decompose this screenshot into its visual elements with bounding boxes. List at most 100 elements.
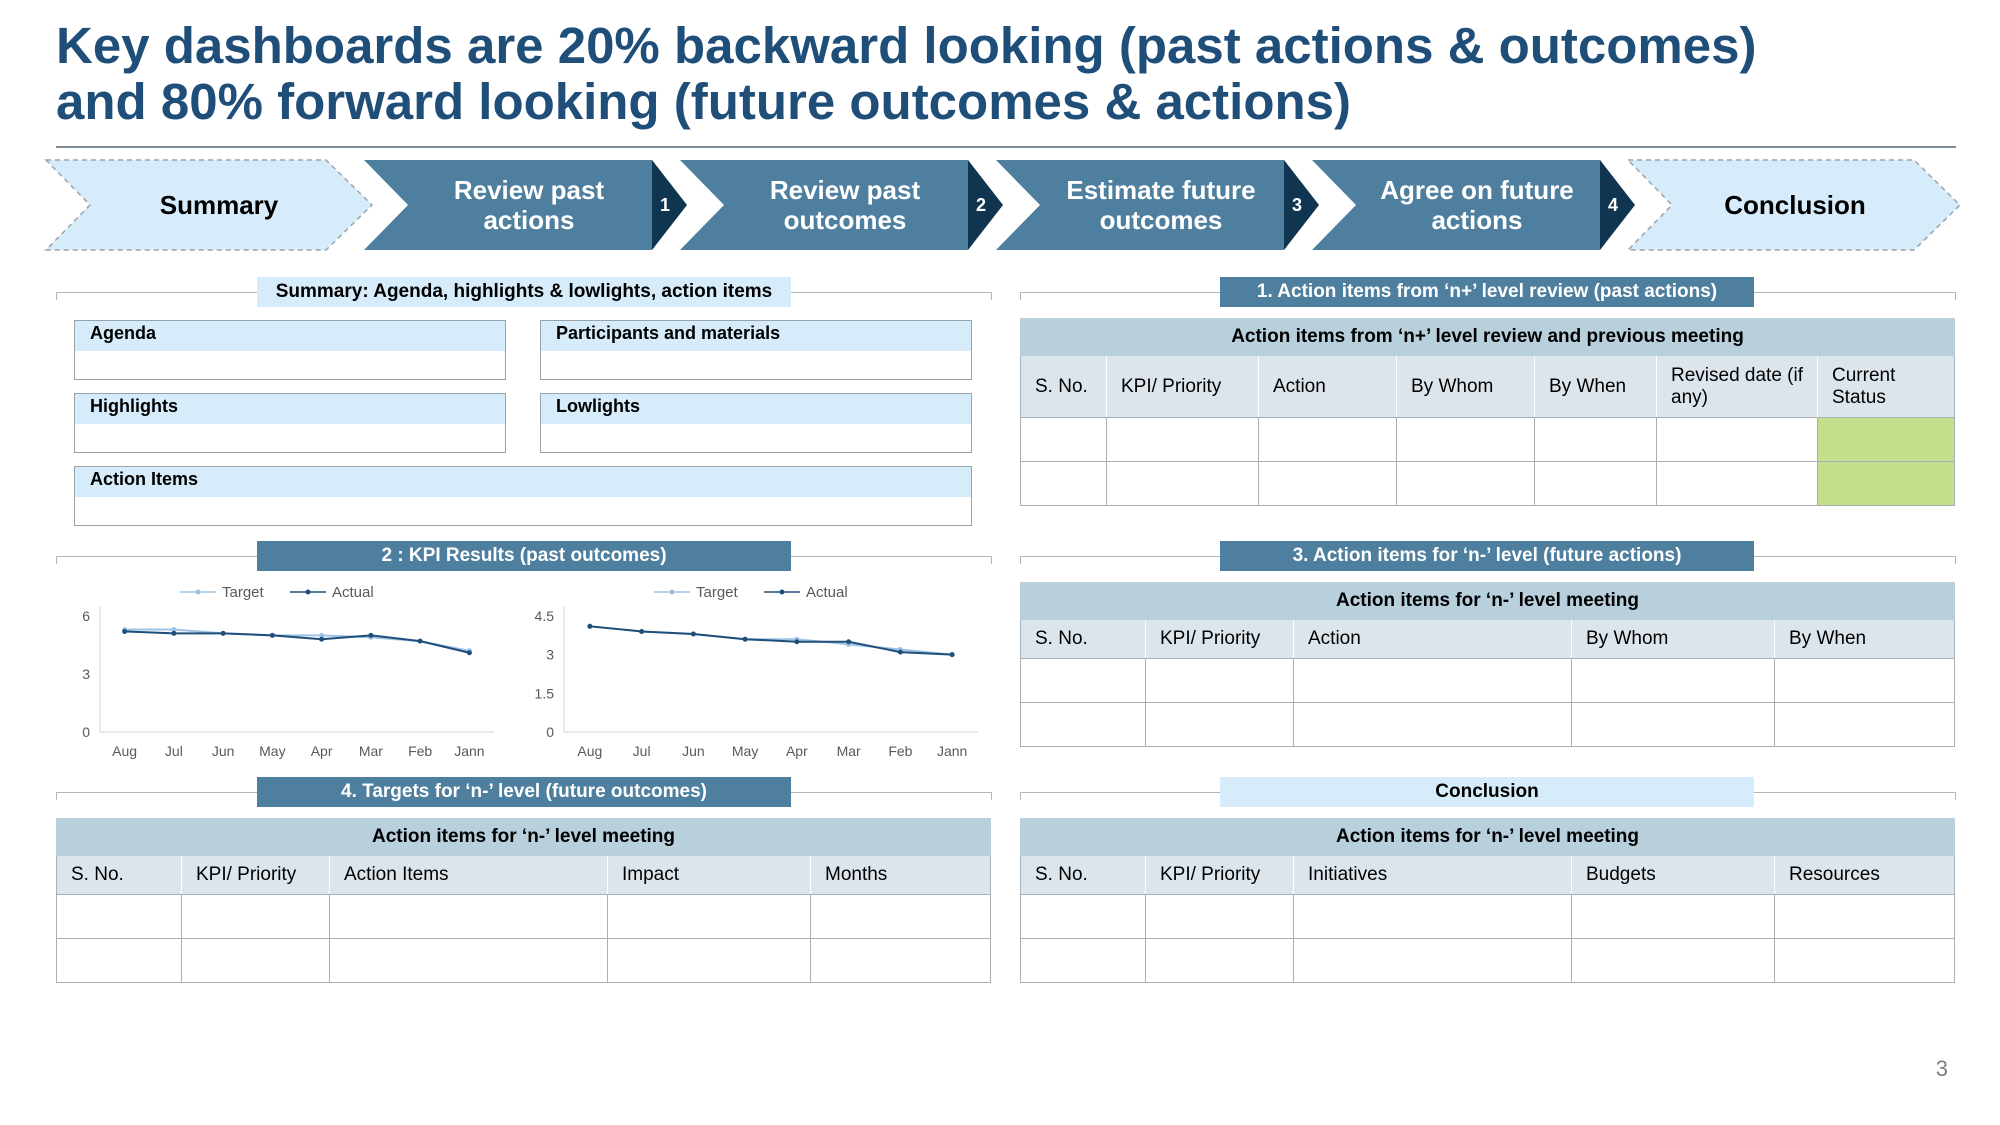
step-review-past-outcomes: Review past outcomes [720, 158, 970, 252]
table-row [1020, 417, 1956, 462]
table-cell[interactable] [329, 938, 608, 983]
table-cell[interactable] [1773, 702, 1956, 747]
table-cell[interactable] [1145, 894, 1294, 939]
table-cell[interactable] [181, 894, 330, 939]
table-cell[interactable] [1534, 417, 1657, 462]
col-kpi-priority: KPI/ Priority [1145, 619, 1294, 659]
status-cell[interactable] [1816, 461, 1956, 506]
title-divider [56, 146, 1956, 148]
y-tick-label: 0 [82, 724, 90, 740]
col-action: Action [1258, 355, 1397, 418]
kpi-chart-2: 0 1.5 3 4.5 Aug Jul Jun May Apr Mar Feb Jann Target A… [535, 584, 978, 759]
action-items-label: Action Items [75, 467, 971, 497]
table-row [56, 894, 992, 939]
step-4-label-line1: Agree on future [1380, 175, 1574, 205]
table-cell[interactable] [809, 894, 992, 939]
table-cell[interactable] [1020, 702, 1146, 747]
table-cell[interactable] [1020, 417, 1107, 462]
step-4-number: 4 [1607, 194, 1618, 215]
x-tick-label: Mar [359, 743, 383, 759]
x-tick-label: Apr [786, 743, 808, 759]
table-cell[interactable] [1773, 658, 1956, 703]
table-cell[interactable] [1293, 702, 1572, 747]
table-cell[interactable] [1145, 702, 1294, 747]
table-cell[interactable] [1571, 938, 1775, 983]
table-cell[interactable] [1656, 417, 1818, 462]
table-cell[interactable] [1293, 938, 1572, 983]
legend-marker [669, 589, 675, 595]
col-budgets: Budgets [1571, 855, 1775, 895]
legend-label: Actual [806, 584, 848, 601]
table-cell[interactable] [1020, 658, 1146, 703]
x-tick-label: Jul [165, 743, 183, 759]
x-tick-label: Jun [682, 743, 705, 759]
table-cell[interactable] [1258, 417, 1397, 462]
table-cell[interactable] [1396, 417, 1535, 462]
table-cell[interactable] [1571, 702, 1775, 747]
past-actions-section-title: 1. Action items from ‘n+’ level review (… [1220, 277, 1754, 307]
table-cell[interactable] [1293, 894, 1572, 939]
table-cell[interactable] [56, 938, 182, 983]
col-kpi-priority: KPI/ Priority [181, 855, 330, 895]
table-cell[interactable] [1396, 461, 1535, 506]
table-cell[interactable] [1534, 461, 1657, 506]
table-cell[interactable] [1106, 461, 1259, 506]
highlights-box: Highlights [74, 393, 506, 453]
table-cell[interactable] [1571, 894, 1775, 939]
table-cell[interactable] [1571, 658, 1775, 703]
legend-marker [779, 589, 785, 595]
x-tick-label: Jann [454, 743, 484, 759]
table-cell[interactable] [181, 938, 330, 983]
table-cell[interactable] [1258, 461, 1397, 506]
table-cell[interactable] [1773, 894, 1956, 939]
x-tick-label: May [259, 743, 285, 759]
title-line-1: Key dashboards are 20% backward looking … [56, 17, 1757, 74]
step-2-number: 2 [975, 194, 986, 215]
lowlights-label: Lowlights [541, 394, 971, 424]
y-tick-label: 3 [82, 666, 90, 682]
table-row [56, 938, 992, 983]
table-cell[interactable] [809, 938, 992, 983]
table-cell[interactable] [1293, 658, 1572, 703]
status-cell[interactable] [1816, 417, 1956, 462]
data-point-actual [368, 632, 374, 638]
y-tick-label: 3 [546, 647, 554, 663]
conclusion-table: Action items for ‘n-’ level meeting S. N… [1019, 818, 1956, 983]
table-cell[interactable] [1773, 938, 1956, 983]
step-review-past-actions: Review past actions [404, 158, 654, 252]
x-tick-label: Jul [633, 743, 651, 759]
step-3-shape [996, 160, 1316, 250]
targets-table: Action items for ‘n-’ level meeting S. N… [55, 818, 992, 983]
legend-marker [195, 589, 201, 595]
x-tick-label: Jann [937, 743, 967, 759]
table-cell[interactable] [1656, 461, 1818, 506]
table-cell[interactable] [607, 938, 811, 983]
data-point-actual [587, 623, 593, 629]
table-cell[interactable] [1106, 417, 1259, 462]
table-cell[interactable] [1020, 938, 1146, 983]
participants-label: Participants and materials [541, 321, 971, 351]
step-4-shape [1312, 160, 1632, 250]
step-1-number: 1 [659, 194, 670, 215]
data-point-target [319, 632, 325, 638]
future-actions-table: Action items for ‘n-’ level meeting S. N… [1019, 582, 1956, 747]
table-cell[interactable] [1020, 461, 1107, 506]
step-3-label-line1: Estimate future [1066, 175, 1256, 205]
table-cell[interactable] [56, 894, 182, 939]
data-point-actual [319, 636, 325, 642]
targets-caption: Action items for ‘n-’ level meeting [55, 818, 992, 856]
table-cell[interactable] [607, 894, 811, 939]
table-cell[interactable] [1020, 894, 1146, 939]
series-line-actual [589, 625, 953, 656]
step-1-arrow [652, 160, 687, 250]
targets-section-title: 4. Targets for ‘n-’ level (future outcom… [257, 777, 791, 807]
table-cell[interactable] [1145, 658, 1294, 703]
legend-label: Target [696, 584, 739, 601]
title-line-2: and 80% forward looking (future outcomes… [56, 73, 1351, 130]
step-conclusion-label: Conclusion [1724, 190, 1866, 220]
table-row [1020, 658, 1956, 703]
table-cell[interactable] [1145, 938, 1294, 983]
data-point-actual [742, 636, 748, 642]
table-cell[interactable] [329, 894, 608, 939]
y-tick-label: 0 [546, 724, 554, 740]
